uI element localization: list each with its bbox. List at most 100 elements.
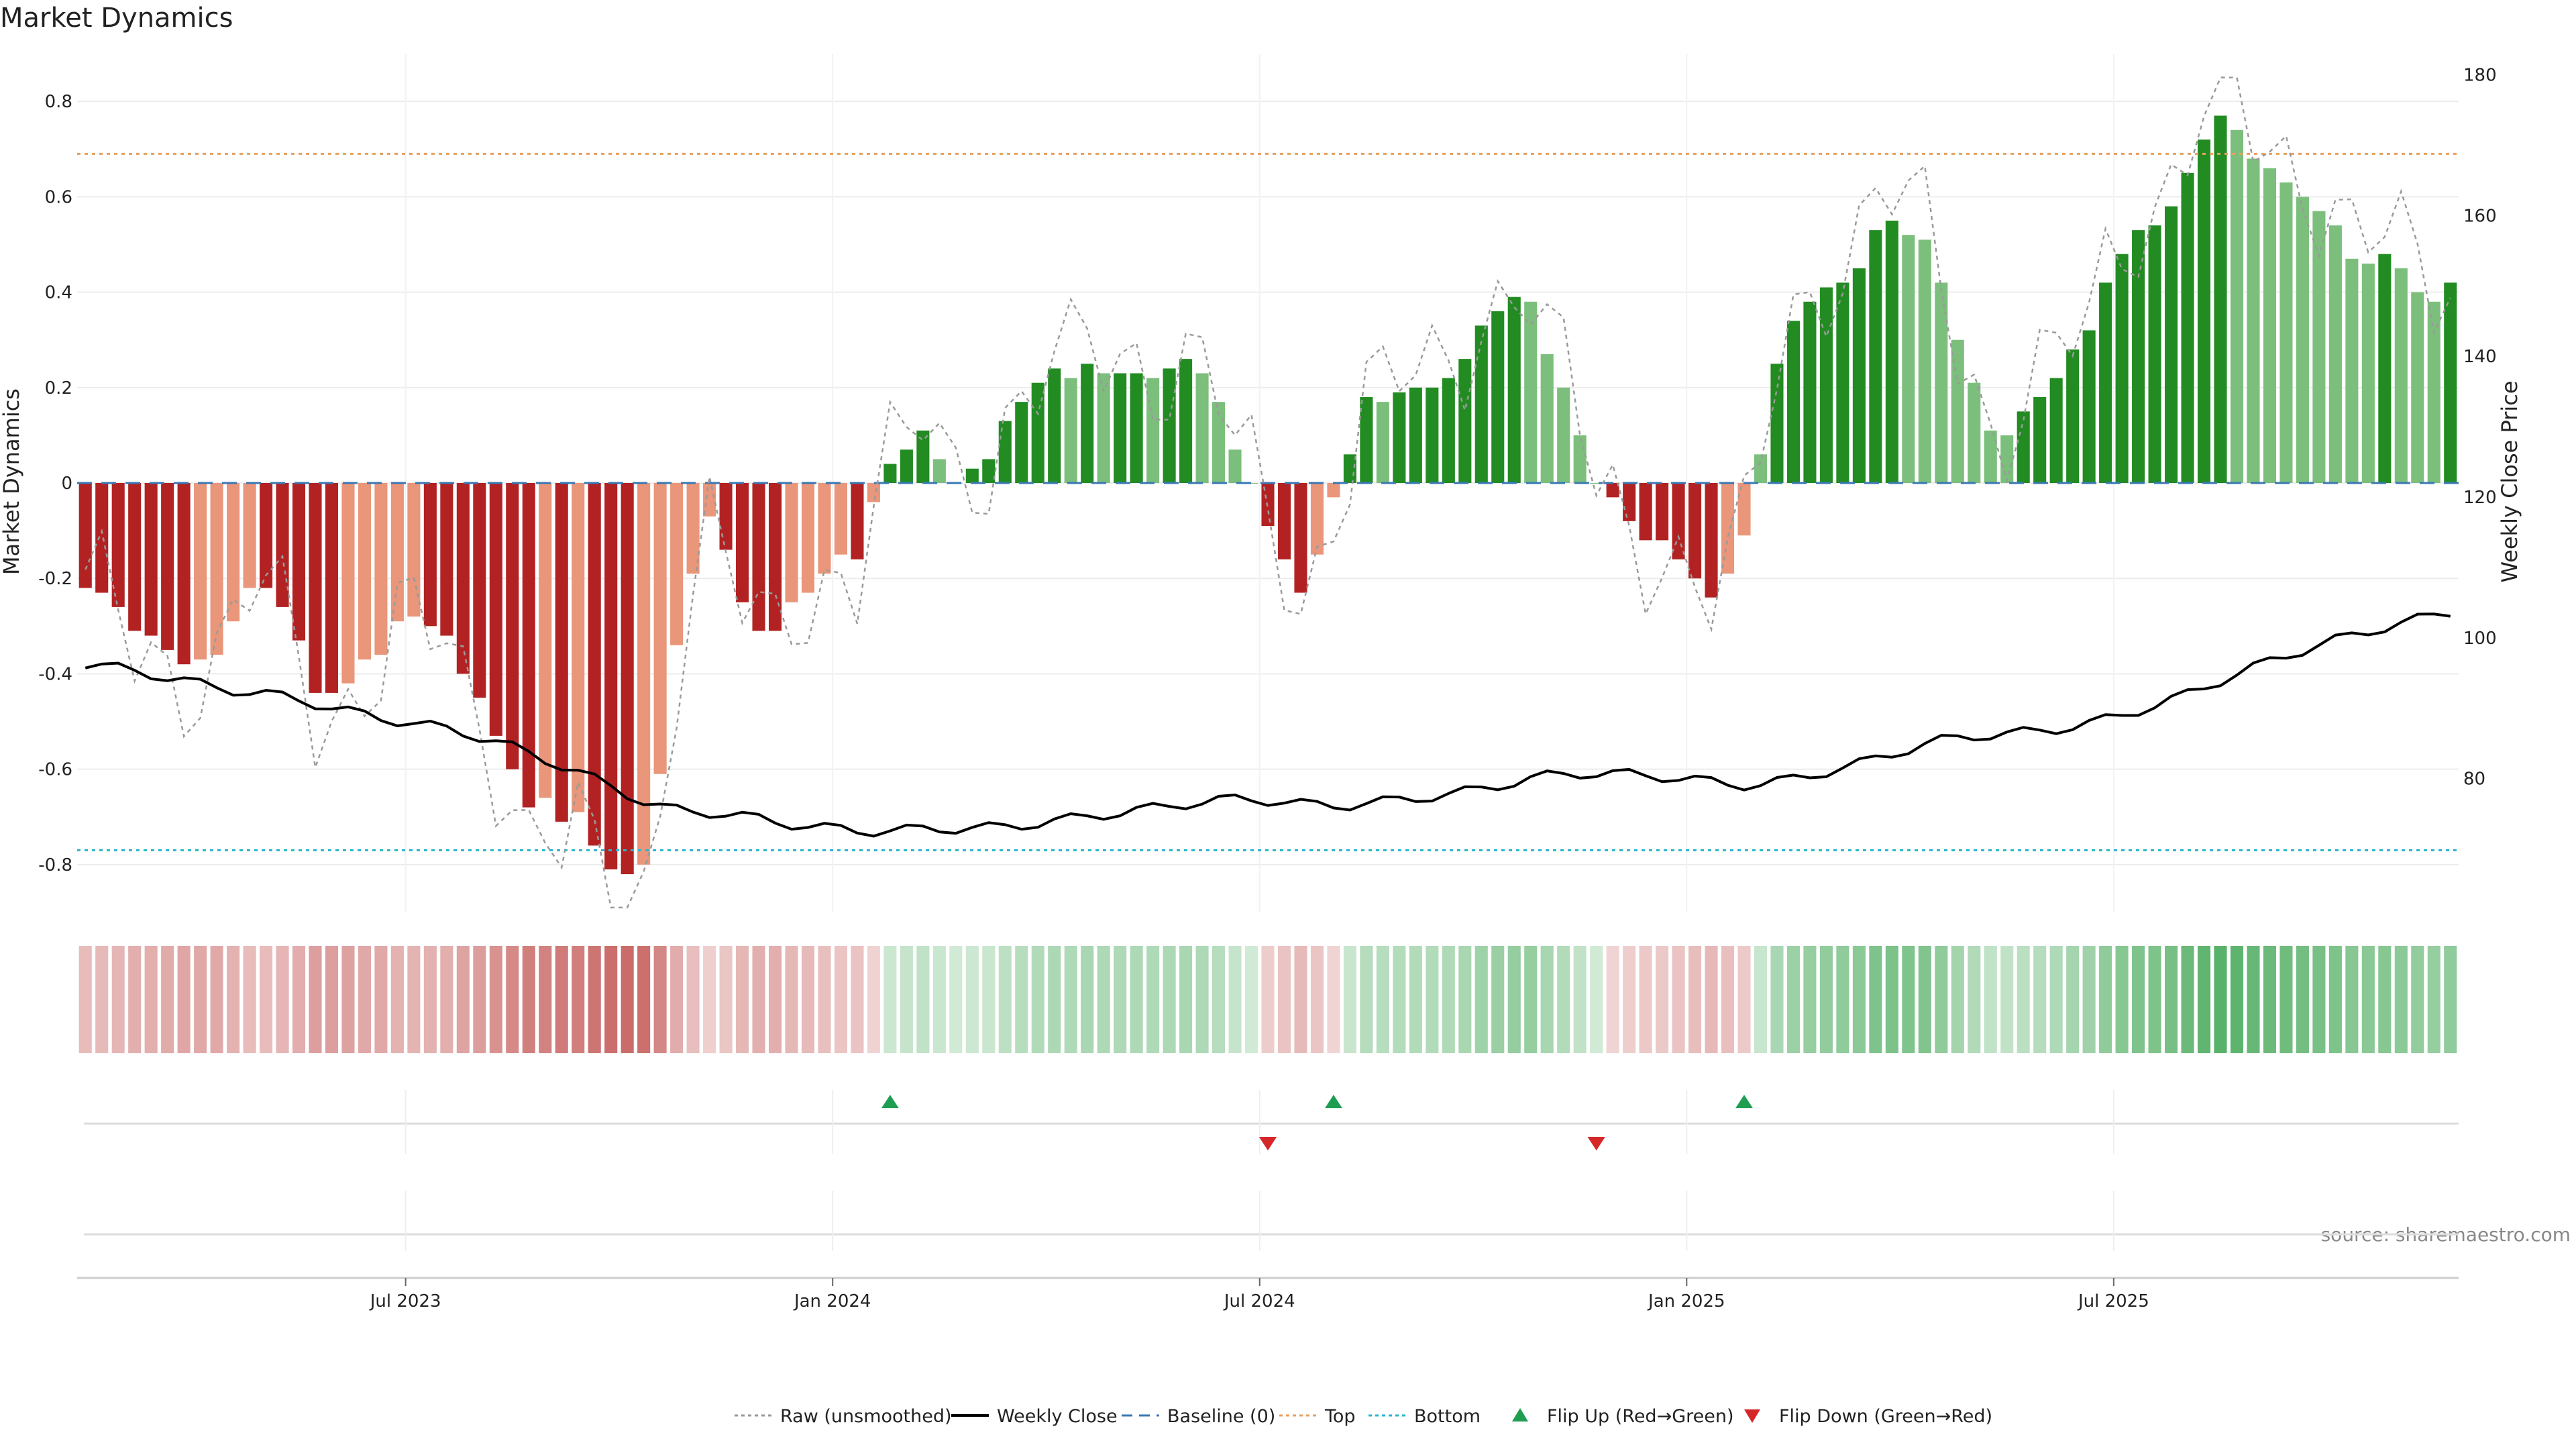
heat-cell	[932, 946, 946, 1053]
dynamics-bar	[588, 483, 601, 846]
right-tick-label: 140	[2463, 347, 2497, 367]
dynamics-bar	[1360, 397, 1373, 483]
heat-cell	[2099, 946, 2112, 1053]
dynamics-bar	[177, 483, 191, 665]
heat-cell	[2165, 946, 2178, 1053]
heat-cell	[1688, 946, 1702, 1053]
dynamics-bar	[2279, 182, 2293, 483]
dynamics-bar	[374, 483, 388, 655]
dynamics-bar	[998, 421, 1012, 483]
heat-cell	[982, 946, 996, 1053]
right-axis-ticks: 180 160 140 120 100 80	[2463, 65, 2497, 789]
left-axis-label: Market Dynamics	[0, 388, 24, 575]
heat-cell	[1803, 946, 1817, 1053]
left-tick-label: 0.2	[45, 378, 72, 398]
dynamics-bar	[407, 483, 421, 617]
heat-cell	[1031, 946, 1044, 1053]
heat-cell	[325, 946, 339, 1053]
heat-cell	[1557, 946, 1570, 1053]
dynamics-bar	[78, 483, 92, 588]
x-tick-label: Jul 2023	[369, 1291, 441, 1311]
heat-cell	[1114, 946, 1127, 1053]
dynamics-bar	[1474, 325, 1488, 483]
dynamics-bar	[1114, 373, 1127, 483]
heat-cell	[900, 946, 913, 1053]
dynamics-bar	[1064, 378, 1077, 483]
dynamics-bars	[78, 115, 2457, 875]
heat-cell	[2181, 946, 2194, 1053]
dynamics-bar	[1721, 483, 1735, 574]
left-axis-ticks: 0.8 0.6 0.4 0.2 0 -0.2 -0.4 -0.6 -0.8	[38, 92, 72, 875]
dynamics-bar	[2066, 349, 2080, 483]
dynamics-bar	[834, 483, 847, 555]
dynamics-bar	[243, 483, 256, 588]
heat-cell	[1507, 946, 1521, 1053]
heat-cell	[2017, 946, 2030, 1053]
dynamics-bar	[194, 483, 207, 660]
heat-cell	[736, 946, 749, 1053]
heat-cell	[1376, 946, 1389, 1053]
heat-cell	[1097, 946, 1110, 1053]
dynamics-bar	[2312, 211, 2326, 483]
dynamics-bar	[851, 483, 864, 559]
dynamics-bar	[2049, 378, 2063, 483]
dynamics-bar	[506, 483, 519, 769]
dynamics-bar	[1852, 268, 1866, 483]
dynamics-bar	[1524, 301, 1538, 483]
dynamics-bar	[1819, 287, 1833, 483]
dynamics-bar	[1244, 483, 1258, 484]
heat-cell	[95, 946, 109, 1053]
flip-markers-panel	[77, 1090, 2459, 1279]
heat-cell	[1754, 946, 1768, 1053]
dynamics-bar	[1097, 373, 1110, 483]
heat-cell	[407, 946, 421, 1053]
heat-cell	[1081, 946, 1094, 1053]
heat-cell	[1244, 946, 1258, 1053]
legend-swatch	[1744, 1409, 1760, 1423]
dynamics-bar	[818, 483, 831, 574]
heat-cell	[1146, 946, 1160, 1053]
dynamics-bar	[1507, 297, 1521, 483]
dynamics-bar	[752, 483, 765, 631]
heat-cell	[2197, 946, 2211, 1053]
heat-cell	[1327, 946, 1340, 1053]
dynamics-bar	[1376, 402, 1389, 483]
heat-cell	[604, 946, 618, 1053]
dynamics-bar	[1081, 364, 1094, 483]
dynamics-bar	[456, 483, 470, 674]
heat-cell	[111, 946, 125, 1053]
dynamics-bar	[1786, 321, 1800, 483]
dynamics-bar	[2197, 140, 2211, 483]
dynamics-bar	[2082, 330, 2096, 483]
dynamics-bar	[1737, 483, 1751, 536]
heat-cell	[1064, 946, 1077, 1053]
dynamics-bar	[867, 483, 880, 502]
heat-cell	[1442, 946, 1455, 1053]
legend-label: Baseline (0)	[1167, 1406, 1275, 1427]
heat-cell	[1836, 946, 1849, 1053]
dynamics-bar	[1491, 311, 1505, 483]
heat-cell	[473, 946, 486, 1053]
heat-cell	[2148, 946, 2161, 1053]
heat-cell	[194, 946, 207, 1053]
dynamics-bar	[1015, 402, 1028, 483]
dynamics-bar	[489, 483, 502, 736]
left-tick-label: -0.4	[38, 664, 72, 684]
heat-cell	[1393, 946, 1406, 1053]
heat-cell	[2214, 946, 2227, 1053]
flip-up-marker	[1735, 1095, 1753, 1108]
dynamics-bar	[1426, 387, 1439, 483]
heat-cell	[1228, 946, 1242, 1053]
chart-title: Market Dynamics	[0, 3, 233, 34]
heat-cell	[390, 946, 404, 1053]
dynamics-bar	[1688, 483, 1702, 579]
legend-label: Weekly Close	[997, 1406, 1118, 1427]
dynamics-bar	[1393, 392, 1406, 483]
heat-cell	[1606, 946, 1619, 1053]
dynamics-bar	[2296, 197, 2309, 483]
x-tick-label: Jul 2024	[1223, 1291, 1295, 1311]
left-tick-label: 0	[61, 474, 72, 494]
heat-cell	[637, 946, 651, 1053]
dynamics-bar	[1639, 483, 1652, 541]
dynamics-bar	[1163, 368, 1176, 483]
